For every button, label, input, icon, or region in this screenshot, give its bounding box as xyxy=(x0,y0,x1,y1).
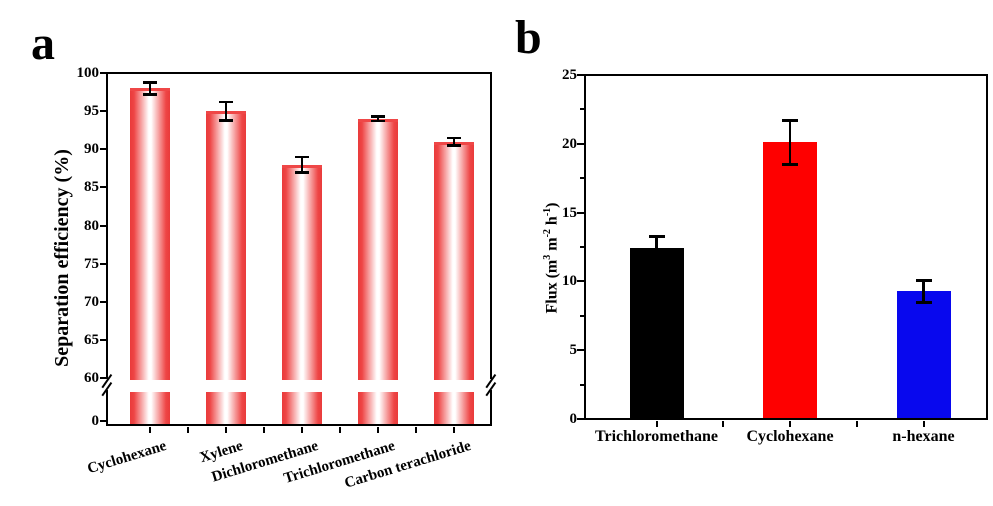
error-bar-cap-bottom xyxy=(143,93,157,96)
y-tick-a xyxy=(100,300,106,303)
x-tick-a xyxy=(149,427,151,433)
error-bar-line xyxy=(149,82,151,95)
bar-trichloromethane xyxy=(629,248,684,419)
error-bar-cap-bottom xyxy=(447,144,461,147)
bar-lower-segment xyxy=(206,392,246,425)
error-bar-cap-bottom xyxy=(371,120,385,123)
y-tick-label-a: 65 xyxy=(84,331,99,348)
y-tick-b xyxy=(577,280,584,283)
bar-cyclohexane xyxy=(763,142,817,419)
error-bar-cap-top xyxy=(915,279,932,283)
error-bar-line xyxy=(377,116,379,122)
y-tick-a xyxy=(100,148,106,151)
axis-break-gap xyxy=(100,379,114,390)
y-tick-label-a: 0 xyxy=(91,413,100,429)
bar-cyclohexane xyxy=(130,88,170,380)
bar-lower-segment xyxy=(130,392,170,425)
error-bar-cap-bottom xyxy=(648,259,665,263)
y-tick-a xyxy=(100,262,106,265)
error-bar-cap-top xyxy=(447,136,461,140)
y-tick-a xyxy=(100,338,106,341)
x-tick-b xyxy=(922,421,925,427)
x-tick-b xyxy=(789,421,791,427)
error-bar-cap-top xyxy=(295,155,309,159)
error-bar-line xyxy=(225,101,227,121)
x-category-label-b: Cyclohexane xyxy=(746,428,834,445)
error-bar-line xyxy=(922,280,925,303)
y-tick-b xyxy=(577,74,584,76)
plot-frame-a xyxy=(106,72,492,426)
y-tick-label-b: 0 xyxy=(569,411,578,427)
x-tick-a xyxy=(301,427,303,433)
plot-frame-b xyxy=(584,74,988,420)
y-minor-tick-b xyxy=(580,383,584,386)
error-bar-cap-bottom xyxy=(915,301,932,305)
y-tick-b xyxy=(577,211,584,214)
x-tick-a xyxy=(187,427,189,433)
y-tick-label-a: 60 xyxy=(84,370,99,386)
panel-a-label: a xyxy=(31,17,55,70)
y-tick-a xyxy=(100,420,106,422)
error-bar-cap-bottom xyxy=(219,119,233,122)
y-tick-label-a: 80 xyxy=(84,217,99,234)
y-tick-label-b: 10 xyxy=(562,273,577,290)
error-bar-cap-bottom xyxy=(782,163,798,167)
x-category-label-b: Trichloromethane xyxy=(595,428,718,445)
bar-carbon-terachloride xyxy=(434,141,474,380)
y-tick-label-b: 15 xyxy=(562,204,577,221)
y-minor-tick-b xyxy=(580,246,584,248)
error-bar-cap-top xyxy=(648,234,665,238)
x-tick-b xyxy=(655,421,658,427)
error-bar-line xyxy=(655,235,658,261)
error-bar-cap-top xyxy=(782,119,798,123)
panel-b-label: b xyxy=(515,11,542,64)
x-tick-a xyxy=(225,427,227,433)
y-tick-label-b: 20 xyxy=(562,135,577,152)
x-tick-a xyxy=(263,427,265,433)
error-bar-cap-bottom xyxy=(295,171,309,174)
y-tick-label-a: 70 xyxy=(84,293,99,310)
x-tick-b xyxy=(855,421,858,427)
x-tick-a xyxy=(453,427,455,433)
y-tick-label-b: 5 xyxy=(569,342,578,359)
y-tick-a xyxy=(100,110,106,113)
y-minor-tick-b xyxy=(580,108,584,111)
error-bar-cap-top xyxy=(143,81,157,84)
x-tick-b xyxy=(722,421,725,427)
y-tick-label-b: 25 xyxy=(562,67,577,83)
y-tick-label-a: 90 xyxy=(84,141,99,158)
y-tick-a xyxy=(100,224,106,227)
y-tick-b xyxy=(577,418,584,420)
y-tick-a xyxy=(100,186,106,189)
error-bar-line xyxy=(453,137,455,146)
y-tick-label-a: 100 xyxy=(76,65,100,81)
bar-lower-segment xyxy=(282,392,322,425)
bar-lower-segment xyxy=(358,392,398,425)
error-bar-cap-top xyxy=(219,100,233,104)
x-tick-a xyxy=(415,427,417,433)
bar-lower-segment xyxy=(434,392,474,425)
bar-xylene xyxy=(206,111,246,380)
y-minor-tick-b xyxy=(580,177,584,180)
error-bar-cap-top xyxy=(371,115,385,118)
x-category-label-b: n-hexane xyxy=(892,428,955,445)
y-tick-label-a: 75 xyxy=(84,255,99,272)
axis-break-gap xyxy=(484,379,498,390)
bar-trichloromethane xyxy=(358,118,398,380)
error-bar-line xyxy=(788,120,792,165)
error-bar-line xyxy=(301,156,303,173)
y-tick-label-a: 85 xyxy=(84,179,99,196)
y-tick-a xyxy=(100,377,106,379)
y-tick-a xyxy=(100,72,106,74)
bar-n-hexane xyxy=(896,291,951,419)
y-minor-tick-b xyxy=(580,314,584,317)
x-tick-a xyxy=(377,427,379,433)
y-tick-b xyxy=(577,142,584,145)
y-tick-b xyxy=(577,349,584,352)
y-tick-label-a: 95 xyxy=(84,103,99,120)
x-tick-a xyxy=(339,427,341,433)
